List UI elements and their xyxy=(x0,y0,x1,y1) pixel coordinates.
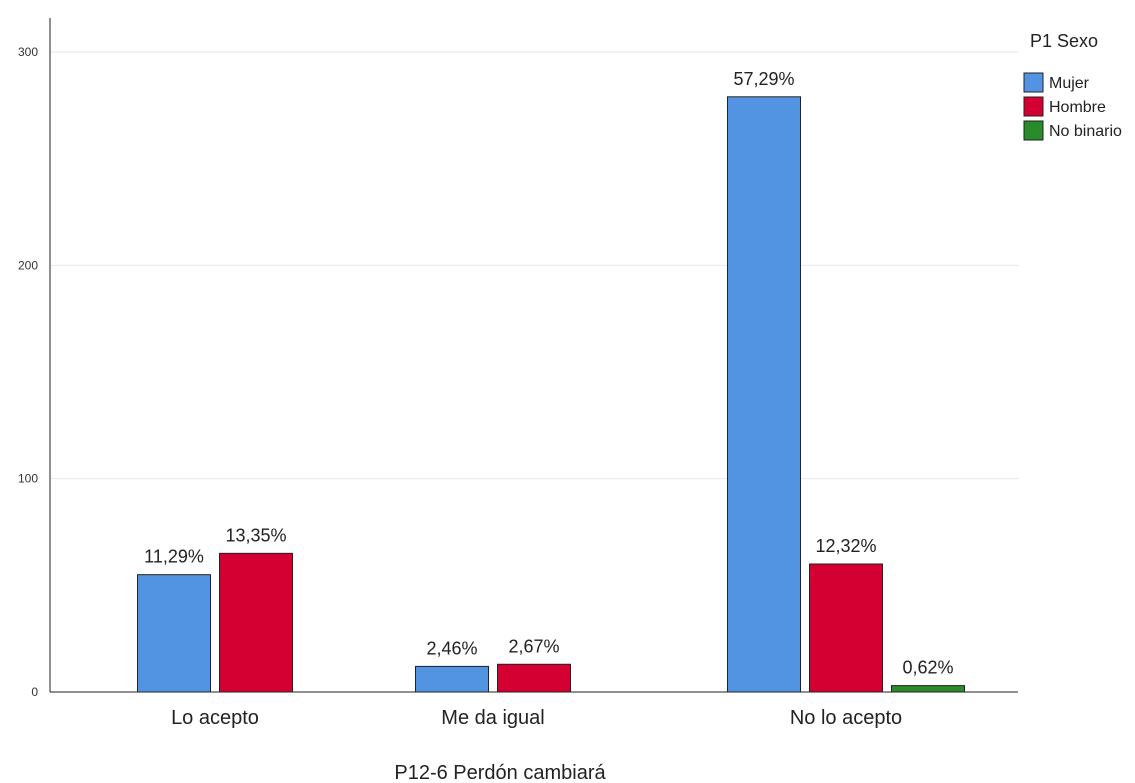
data-labels: 11,29% 13,35% 2,46% 2,67% 57,29% 12,32% 0,62% xyxy=(144,69,953,678)
grid-lines xyxy=(50,51,1018,480)
legend-swatch xyxy=(1023,96,1044,117)
data-label: 0,62% xyxy=(902,658,953,678)
category-label: No lo acepto xyxy=(790,707,902,729)
bar xyxy=(219,552,293,693)
bars xyxy=(137,96,965,693)
bar xyxy=(497,663,571,693)
legend-title: P1 Sexo xyxy=(1030,31,1098,51)
y-tick-label: 300 xyxy=(18,45,38,59)
category-labels: Lo acepto Me da igual No lo acepto xyxy=(171,707,902,729)
data-label: 2,46% xyxy=(426,638,477,658)
data-label: 12,32% xyxy=(815,536,876,556)
bar xyxy=(891,685,965,693)
legend-swatch xyxy=(1023,120,1044,141)
y-tick-label: 100 xyxy=(18,472,38,486)
data-label: 2,67% xyxy=(508,636,559,656)
y-tick-label: 0 xyxy=(31,685,38,699)
bar xyxy=(809,563,883,693)
data-label: 13,35% xyxy=(225,525,286,545)
category-label: Me da igual xyxy=(441,707,544,729)
y-tick-label: 200 xyxy=(18,258,38,272)
legend: P1 Sexo Mujer Hombre No binario xyxy=(1023,31,1122,141)
bar xyxy=(137,574,211,693)
data-label: 11,29% xyxy=(144,547,204,567)
x-axis-title: P12-6 Perdón cambiará xyxy=(394,762,606,783)
legend-label: Hombre xyxy=(1049,99,1106,116)
category-label: Lo acepto xyxy=(171,707,259,729)
y-axis-ticks: 0 100 200 300 xyxy=(18,45,38,699)
legend-swatch xyxy=(1023,72,1044,93)
legend-label: Mujer xyxy=(1049,75,1090,92)
data-label: 57,29% xyxy=(733,69,794,89)
bar xyxy=(415,665,489,693)
bar xyxy=(727,96,801,693)
legend-label: No binario xyxy=(1049,123,1122,140)
